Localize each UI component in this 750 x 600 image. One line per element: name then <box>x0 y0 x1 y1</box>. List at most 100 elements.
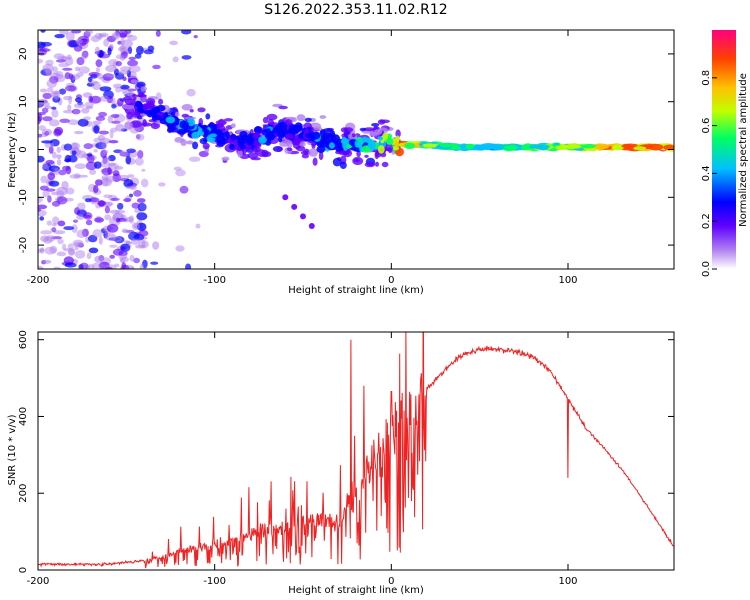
noise-blob <box>139 264 145 269</box>
noise-blob <box>119 150 126 155</box>
noise-blob <box>193 35 198 39</box>
colorbar-ticks: 0.0 0.2 0.4 0.6 0.8 <box>701 70 717 277</box>
noise-blob <box>115 123 125 132</box>
ridge-blob <box>229 143 235 150</box>
noise-blob <box>98 32 109 38</box>
noise-blob <box>47 172 56 181</box>
noise-blob <box>42 116 53 122</box>
spectral-blob <box>332 157 342 167</box>
x-tick-label: 100 <box>558 275 577 286</box>
noise-blob <box>125 241 132 245</box>
noise-blob <box>79 262 89 269</box>
noise-blob <box>57 238 64 245</box>
noise-blob <box>90 35 101 43</box>
ridge-blob <box>191 131 200 139</box>
y-tick-label: 400 <box>18 407 29 426</box>
noise-blob <box>38 265 44 269</box>
noise-blob <box>56 186 68 196</box>
ridge-blob <box>343 145 348 151</box>
spectral-blob <box>158 98 164 105</box>
noise-blob <box>74 207 81 215</box>
spectral-blob <box>371 123 380 127</box>
noise-blob <box>85 219 93 226</box>
noise-blob <box>38 196 43 203</box>
noise-blob <box>95 142 107 150</box>
noise-blob <box>94 161 102 169</box>
ridge-blob <box>354 147 360 152</box>
spectral-blob <box>339 161 347 169</box>
noise-blob <box>127 59 138 67</box>
noise-blob <box>119 256 130 263</box>
colorbar-label: Normalized spectral amplitude <box>738 73 749 227</box>
ridge-blob <box>177 128 187 135</box>
noise-blob <box>67 243 74 250</box>
noise-blob <box>42 92 52 100</box>
noise-blob <box>83 143 93 150</box>
ridge-blob <box>394 142 400 148</box>
ridge-blob <box>404 142 416 149</box>
noise-blob <box>39 247 45 254</box>
noise-blob <box>105 65 117 72</box>
spectral-blob <box>175 111 180 117</box>
spectral-blob <box>205 113 211 120</box>
noise-blob <box>101 140 107 150</box>
noise-blob <box>76 72 84 77</box>
y-tick-label: 10 <box>18 95 29 108</box>
snr-plot-area <box>38 332 674 569</box>
noise-blob <box>51 106 57 110</box>
noise-blob <box>128 215 135 224</box>
snr-frame <box>37 331 675 571</box>
noise-blob <box>56 159 62 166</box>
noise-blob <box>111 104 117 109</box>
noise-blob <box>59 118 70 124</box>
ridge-blob <box>633 146 647 151</box>
noise-blob <box>135 244 146 249</box>
noise-blob <box>172 56 179 63</box>
noise-blob <box>87 264 95 269</box>
noise-blob <box>86 153 93 157</box>
noise-blob <box>127 35 138 41</box>
noise-blob <box>46 220 53 226</box>
noise-blob <box>38 113 43 122</box>
noise-blob <box>83 116 91 121</box>
noise-blob <box>39 185 49 191</box>
noise-blob <box>42 190 50 198</box>
x-tick-label: 0 <box>388 275 394 286</box>
noise-blob <box>120 37 125 46</box>
colorbar-tick-label: 0.8 <box>701 70 712 86</box>
noise-blob <box>49 139 60 147</box>
noise-blob <box>105 233 117 241</box>
noise-blob <box>110 127 118 133</box>
noise-blob <box>63 226 75 231</box>
noise-blob <box>58 169 67 176</box>
spectral-blob <box>124 121 133 130</box>
spectral-blob <box>375 161 379 167</box>
ridge-blob <box>354 139 362 148</box>
noise-blob <box>106 223 119 233</box>
noise-blob <box>96 73 103 80</box>
spectral-blob <box>186 140 194 145</box>
noise-blob <box>52 66 59 76</box>
noise-blob <box>100 149 108 159</box>
noise-blob <box>53 266 61 269</box>
noise-blob <box>169 40 179 46</box>
streak-blob <box>308 223 315 229</box>
spectral-blob <box>203 137 208 143</box>
spectral-blob <box>340 127 349 133</box>
snr-series-line <box>38 332 674 569</box>
noise-blob <box>123 198 132 203</box>
noise-blob <box>103 194 112 198</box>
noise-blob <box>56 251 67 257</box>
spectral-blob <box>181 104 193 111</box>
noise-blob <box>158 182 166 187</box>
spectral-blob <box>313 126 323 131</box>
noise-blob <box>73 103 85 109</box>
noise-blob <box>119 151 131 157</box>
spectral-blob <box>197 107 206 113</box>
noise-blob <box>120 51 128 59</box>
colorbar-tick-label: 0.6 <box>701 118 712 134</box>
noise-blob <box>81 228 89 237</box>
spectral-blob <box>296 114 306 122</box>
ridge-blob <box>142 103 149 111</box>
ridge-blob <box>225 130 230 140</box>
